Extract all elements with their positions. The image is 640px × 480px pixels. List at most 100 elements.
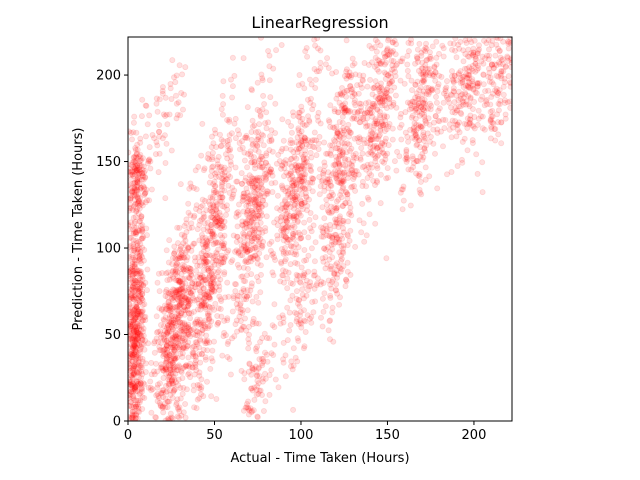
data-point <box>438 73 445 80</box>
data-point <box>130 335 137 342</box>
data-point <box>412 81 419 88</box>
data-point <box>128 353 134 360</box>
data-point <box>134 330 141 337</box>
data-point <box>131 269 138 276</box>
data-point <box>183 386 190 393</box>
data-point <box>166 290 173 297</box>
data-point <box>166 315 173 322</box>
data-point <box>162 159 169 166</box>
data-point <box>199 196 206 203</box>
data-point <box>187 266 194 273</box>
data-point <box>128 414 135 421</box>
data-point <box>180 331 187 338</box>
data-point <box>128 360 133 367</box>
data-point <box>146 112 153 119</box>
data-point <box>266 371 273 378</box>
data-point <box>189 288 196 295</box>
data-point <box>169 305 176 312</box>
data-point <box>214 319 221 326</box>
data-point <box>132 191 139 198</box>
data-point <box>137 331 144 338</box>
data-point <box>134 286 141 293</box>
data-point <box>176 279 183 286</box>
data-point <box>138 213 145 220</box>
data-point <box>154 279 161 286</box>
data-point <box>185 371 192 378</box>
data-point <box>365 61 372 68</box>
data-point <box>256 208 263 215</box>
data-point <box>299 286 306 293</box>
data-point <box>443 78 450 85</box>
data-point <box>496 60 503 67</box>
data-point <box>184 324 191 331</box>
data-point <box>435 50 442 57</box>
data-point <box>188 247 195 254</box>
data-point <box>186 274 193 281</box>
data-point <box>158 389 165 396</box>
data-point <box>132 208 139 215</box>
data-point <box>132 355 139 362</box>
data-point <box>186 185 193 192</box>
data-point <box>144 160 151 167</box>
data-point <box>336 294 343 301</box>
data-point <box>139 228 146 235</box>
data-point <box>168 358 175 365</box>
data-point <box>173 72 180 79</box>
data-point <box>218 313 225 320</box>
data-point <box>314 113 321 120</box>
data-point <box>141 394 148 401</box>
data-point <box>172 266 179 273</box>
data-point <box>240 285 247 292</box>
data-point <box>349 169 356 176</box>
data-point <box>129 252 136 259</box>
data-point <box>192 363 199 370</box>
data-point <box>169 326 176 333</box>
data-point <box>155 338 162 345</box>
data-point <box>138 157 145 164</box>
data-point <box>310 272 317 279</box>
data-point <box>479 125 486 132</box>
data-point <box>138 295 145 302</box>
data-point <box>177 181 184 188</box>
data-point <box>344 268 351 275</box>
data-point <box>306 117 313 124</box>
data-point <box>328 171 335 178</box>
data-point <box>180 288 187 295</box>
data-point <box>136 298 143 305</box>
data-point <box>172 355 179 362</box>
data-point <box>133 154 140 161</box>
data-point <box>369 103 376 110</box>
data-point <box>132 158 139 165</box>
data-point <box>311 129 318 136</box>
data-point <box>136 314 143 321</box>
data-point <box>469 122 476 129</box>
data-point <box>132 347 139 354</box>
data-point <box>213 218 220 225</box>
data-point <box>161 308 168 315</box>
data-point <box>168 312 175 319</box>
data-point <box>469 82 476 89</box>
data-point <box>200 167 207 174</box>
data-point <box>168 312 175 319</box>
data-point <box>168 356 175 363</box>
data-point <box>137 248 144 255</box>
data-point <box>128 307 133 314</box>
data-point <box>170 294 177 301</box>
data-point <box>359 182 366 189</box>
data-point <box>160 347 167 354</box>
data-point <box>131 363 138 370</box>
data-point <box>141 184 148 191</box>
data-point <box>191 404 198 411</box>
data-point <box>474 50 481 57</box>
data-point <box>136 256 143 263</box>
data-point <box>434 185 441 192</box>
data-point <box>377 171 384 178</box>
data-point <box>129 380 136 387</box>
data-point <box>220 78 227 85</box>
data-point <box>128 378 135 385</box>
data-point <box>131 361 138 368</box>
data-point <box>160 323 167 330</box>
data-point <box>464 147 471 154</box>
data-point <box>144 266 151 273</box>
